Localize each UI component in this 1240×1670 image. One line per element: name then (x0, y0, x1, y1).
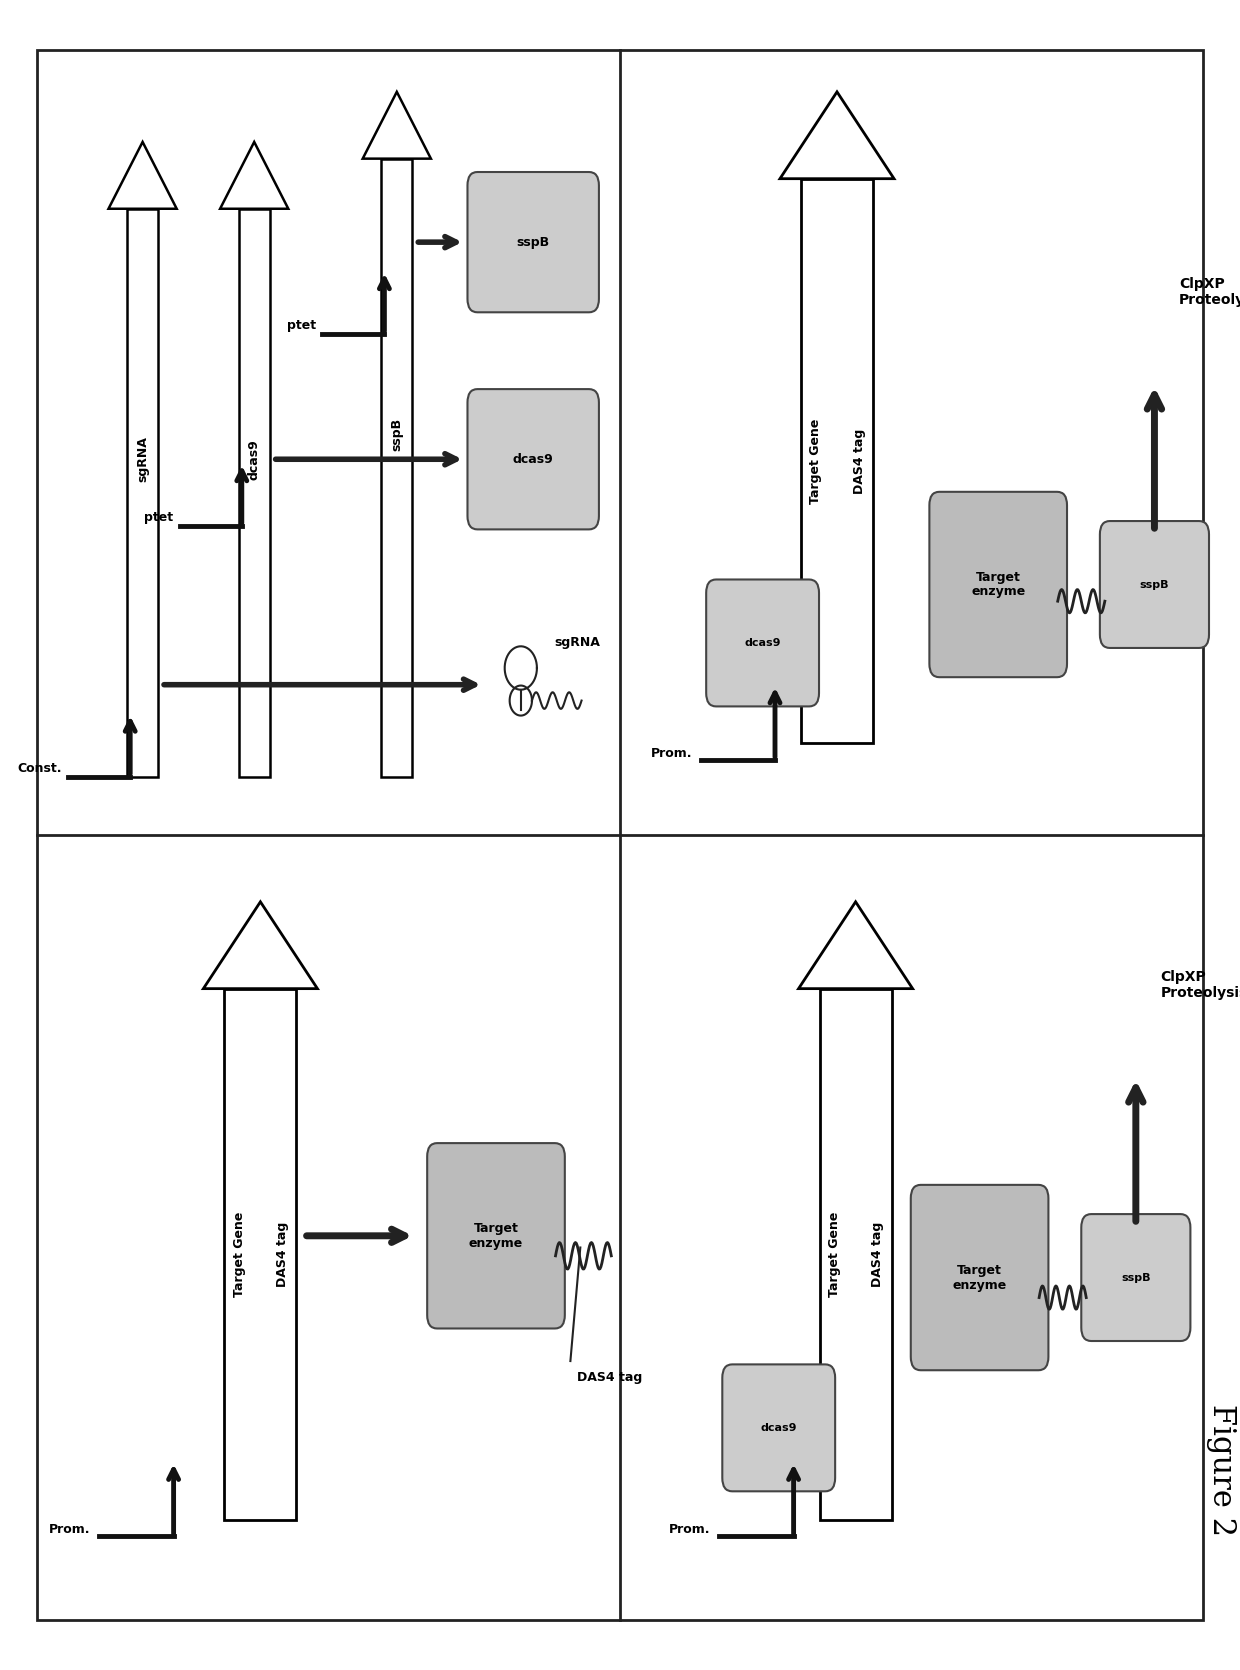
Text: DAS4 tag: DAS4 tag (277, 1221, 289, 1288)
Text: sgRNA: sgRNA (554, 636, 600, 650)
Polygon shape (799, 902, 913, 989)
Bar (224, 989, 296, 1520)
Text: dcas9: dcas9 (744, 638, 781, 648)
Text: Target
enzyme: Target enzyme (952, 1264, 1007, 1291)
Text: ptet: ptet (288, 319, 316, 332)
Text: sspB: sspB (391, 418, 403, 451)
Polygon shape (362, 92, 432, 159)
FancyBboxPatch shape (930, 493, 1066, 678)
Bar (128, 209, 159, 777)
Text: Target
enzyme: Target enzyme (469, 1222, 523, 1249)
Text: sspB: sspB (1140, 579, 1169, 590)
FancyBboxPatch shape (707, 579, 818, 706)
Text: Prom.: Prom. (651, 746, 692, 760)
FancyBboxPatch shape (427, 1142, 565, 1329)
Text: DAS4 tag: DAS4 tag (872, 1221, 884, 1288)
Text: sspB: sspB (517, 235, 549, 249)
Text: Target Gene: Target Gene (810, 418, 822, 504)
Bar (382, 159, 413, 777)
FancyBboxPatch shape (467, 389, 599, 529)
Text: Const.: Const. (17, 762, 62, 775)
Text: ClpXP
Proteolysis: ClpXP Proteolysis (1179, 277, 1240, 307)
Polygon shape (221, 142, 288, 209)
Polygon shape (203, 902, 317, 989)
Text: DAS4 tag: DAS4 tag (853, 428, 866, 494)
Bar (238, 209, 269, 777)
Text: Prom.: Prom. (50, 1523, 91, 1536)
FancyBboxPatch shape (467, 172, 599, 312)
Text: Figure 2: Figure 2 (1205, 1403, 1238, 1536)
Text: Prom.: Prom. (670, 1523, 711, 1536)
Polygon shape (109, 142, 177, 209)
Bar (801, 179, 873, 743)
Text: ClpXP
Proteolysis: ClpXP Proteolysis (1161, 970, 1240, 1000)
Text: Target Gene: Target Gene (233, 1211, 246, 1298)
Text: dcas9: dcas9 (760, 1423, 797, 1433)
Text: Target Gene: Target Gene (828, 1211, 841, 1298)
FancyBboxPatch shape (1100, 521, 1209, 648)
Polygon shape (780, 92, 894, 179)
FancyBboxPatch shape (910, 1186, 1049, 1369)
Text: sgRNA: sgRNA (136, 436, 149, 483)
Text: sspB: sspB (1121, 1273, 1151, 1283)
FancyBboxPatch shape (1081, 1214, 1190, 1341)
Text: dcas9: dcas9 (248, 439, 260, 479)
Text: DAS4 tag: DAS4 tag (577, 1371, 642, 1384)
Bar (820, 989, 892, 1520)
Text: Target
enzyme: Target enzyme (971, 571, 1025, 598)
Text: dcas9: dcas9 (513, 453, 553, 466)
Text: ptet: ptet (145, 511, 174, 524)
FancyBboxPatch shape (722, 1364, 836, 1491)
